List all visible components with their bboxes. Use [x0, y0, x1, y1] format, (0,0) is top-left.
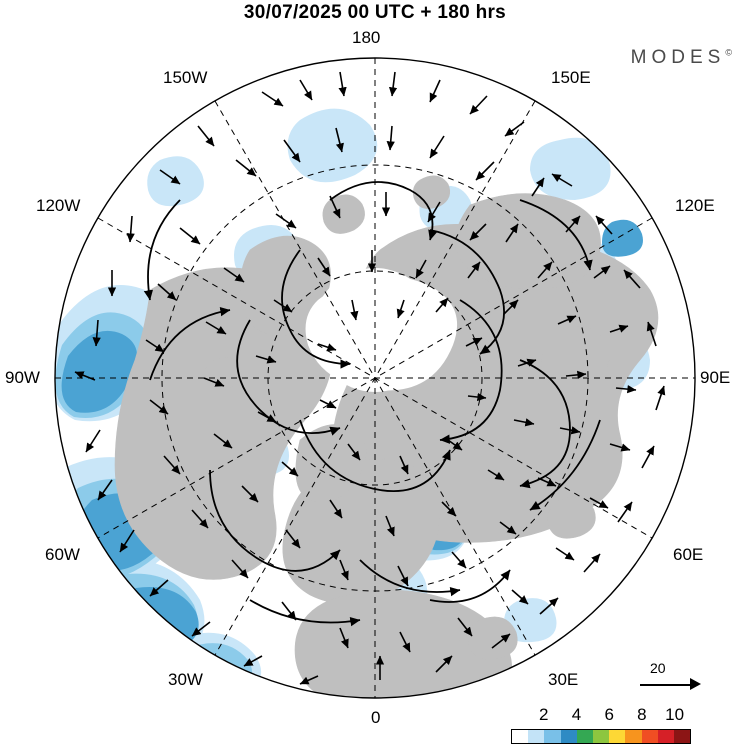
- lon-label-0: 0: [371, 708, 381, 727]
- lon-label-30w: 30W: [168, 670, 203, 689]
- colorbar-tick-8: 8: [637, 705, 647, 724]
- colorbar-swatch-3: [560, 730, 577, 743]
- colorbar-swatch-1: [528, 730, 545, 743]
- colorbar-swatch-2: [544, 730, 561, 743]
- page-title: 30/07/2025 00 UTC + 180 hrs: [243, 2, 507, 23]
- globe-outline: [54, 57, 696, 699]
- colorbar-swatch-9: [657, 730, 674, 743]
- lon-label-120e: 120E: [675, 196, 715, 215]
- lon-label-60w: 60W: [45, 545, 80, 564]
- wind-vector-key-label: 20: [650, 660, 666, 676]
- colorbar-tick-4: 4: [571, 705, 582, 724]
- wind-vectors: [74, 71, 666, 685]
- colorbar-swatch-4: [576, 730, 593, 743]
- logo-copyright-icon: ©: [725, 47, 732, 58]
- colorbar-tick-2: 2: [538, 705, 549, 724]
- colorbar-swatch-6: [609, 730, 626, 743]
- lon-label-180: 180: [352, 28, 381, 47]
- colorbar-swatch-8: [641, 730, 658, 743]
- logo-text: MODES: [630, 47, 726, 68]
- lon-label-90e: 90E: [700, 368, 731, 387]
- graticule: [55, 58, 695, 698]
- lon-label-30e: 30E: [548, 670, 579, 689]
- colorbar-swatch-0: [512, 730, 529, 743]
- colorbar-tick-6: 6: [604, 705, 614, 724]
- colorbar-swatch-5: [592, 730, 610, 743]
- colorbar: [511, 729, 691, 744]
- colorbar-swatch-7: [625, 730, 642, 743]
- lon-label-90w: 90W: [5, 368, 40, 387]
- colorbar-tick-10: 10: [665, 705, 685, 724]
- lon-label-120w: 120W: [36, 196, 81, 215]
- colorbar-ticks: 2 4 6 8 10: [511, 705, 691, 727]
- wind-vector-key-arrow: [640, 684, 696, 686]
- colorbar-swatch-10: [673, 730, 691, 743]
- modes-logo: MODES©: [631, 47, 732, 69]
- wind-vector-key-arrowhead: [690, 678, 701, 690]
- lon-label-150w: 150W: [163, 68, 208, 87]
- wind-streamlines: [143, 181, 601, 627]
- lon-label-60e: 60E: [673, 545, 704, 564]
- lon-label-150e: 150E: [551, 68, 591, 87]
- wind-vector-key: 20: [640, 660, 730, 700]
